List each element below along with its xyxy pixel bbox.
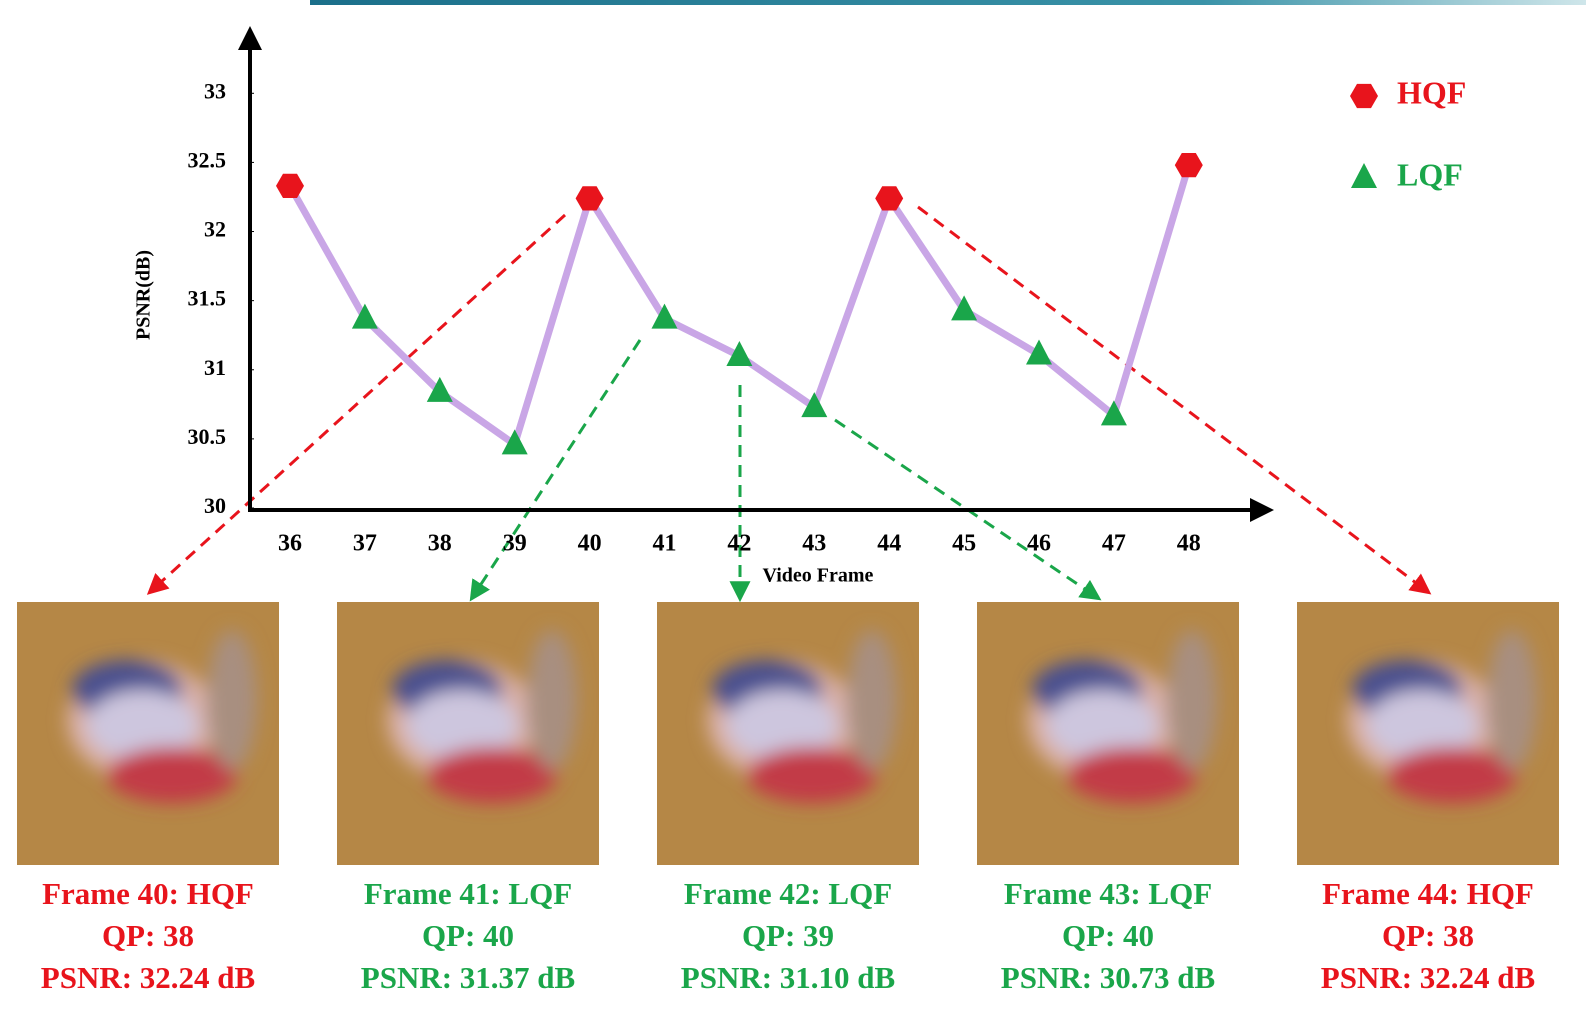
x-tick-label: 45	[952, 531, 976, 557]
y-tick-label: 31.5	[188, 286, 227, 311]
frame-caption: QP: 39	[742, 918, 834, 953]
marker	[276, 174, 304, 198]
top-bar	[310, 0, 1586, 5]
x-tick-label: 42	[727, 531, 751, 557]
y-tick-label: 30	[204, 493, 226, 518]
x-tick-label: 36	[278, 531, 302, 557]
x-axis-label: Video Frame	[763, 565, 874, 587]
x-tick-label: 46	[1027, 531, 1051, 557]
blob	[207, 630, 257, 770]
frame-caption: QP: 40	[1062, 918, 1154, 953]
frame-caption: QP: 38	[102, 918, 194, 953]
frame-caption: Frame 43: LQF	[1004, 876, 1212, 911]
frame-caption: Frame 41: LQF	[364, 876, 572, 911]
frame-caption: PSNR: 30.73 dB	[1001, 960, 1215, 995]
blob	[1167, 630, 1217, 770]
x-tick-label: 48	[1177, 531, 1201, 557]
y-tick-label: 32	[204, 217, 226, 242]
marker	[576, 186, 604, 210]
frame-caption: QP: 40	[422, 918, 514, 953]
legend-label: HQF	[1397, 74, 1466, 110]
x-tick-label: 38	[428, 531, 452, 557]
y-axis-label: PSNR(dB)	[133, 250, 155, 340]
marker	[1175, 153, 1203, 177]
marker	[1351, 163, 1377, 188]
connecting-line	[290, 165, 1189, 444]
frame-panel: Frame 42: LQF QP: 39 PSNR: 31.10 dB	[657, 602, 919, 995]
y-tick-label: 30.5	[188, 424, 227, 449]
frame-caption: PSNR: 32.24 dB	[41, 960, 255, 995]
blob	[1487, 630, 1537, 770]
x-tick-label: 37	[353, 531, 377, 557]
x-tick-label: 43	[802, 531, 826, 557]
x-tick-label: 39	[503, 531, 527, 557]
x-tick-label: 44	[877, 531, 901, 557]
arrow	[472, 340, 640, 598]
blob	[527, 630, 577, 770]
frame-panel: Frame 41: LQF QP: 40 PSNR: 31.37 dB	[337, 602, 599, 995]
frame-panel: Frame 40: HQF QP: 38 PSNR: 32.24 dB	[17, 602, 279, 995]
y-tick-label: 32.5	[188, 147, 227, 172]
frame-caption: Frame 40: HQF	[42, 876, 254, 911]
marker	[1350, 84, 1378, 108]
y-tick-label: 31	[204, 355, 226, 380]
frame-panel: Frame 44: HQF QP: 38 PSNR: 32.24 dB	[1297, 602, 1559, 995]
pointer-arrows	[150, 207, 1428, 598]
y-tick-label: 33	[204, 78, 226, 103]
frame-caption: Frame 44: HQF	[1322, 876, 1534, 911]
x-tick-label: 41	[653, 531, 677, 557]
frame-caption: PSNR: 31.37 dB	[361, 960, 575, 995]
frame-caption: PSNR: 32.24 dB	[1321, 960, 1535, 995]
frame-caption: Frame 42: LQF	[684, 876, 892, 911]
frame-caption: QP: 38	[1382, 918, 1474, 953]
frame-caption: PSNR: 31.10 dB	[681, 960, 895, 995]
x-tick-label: 40	[578, 531, 602, 557]
blob	[847, 630, 897, 770]
figure: Video Frame PSNR(dB) 30 30.5 31 31.5 32 32.5 3…	[0, 0, 1586, 1010]
arrow	[918, 207, 1428, 592]
x-tick-label: 47	[1102, 531, 1126, 557]
frame-panel: Frame 43: LQF QP: 40 PSNR: 30.73 dB	[977, 602, 1239, 995]
legend-label: LQF	[1397, 156, 1463, 192]
